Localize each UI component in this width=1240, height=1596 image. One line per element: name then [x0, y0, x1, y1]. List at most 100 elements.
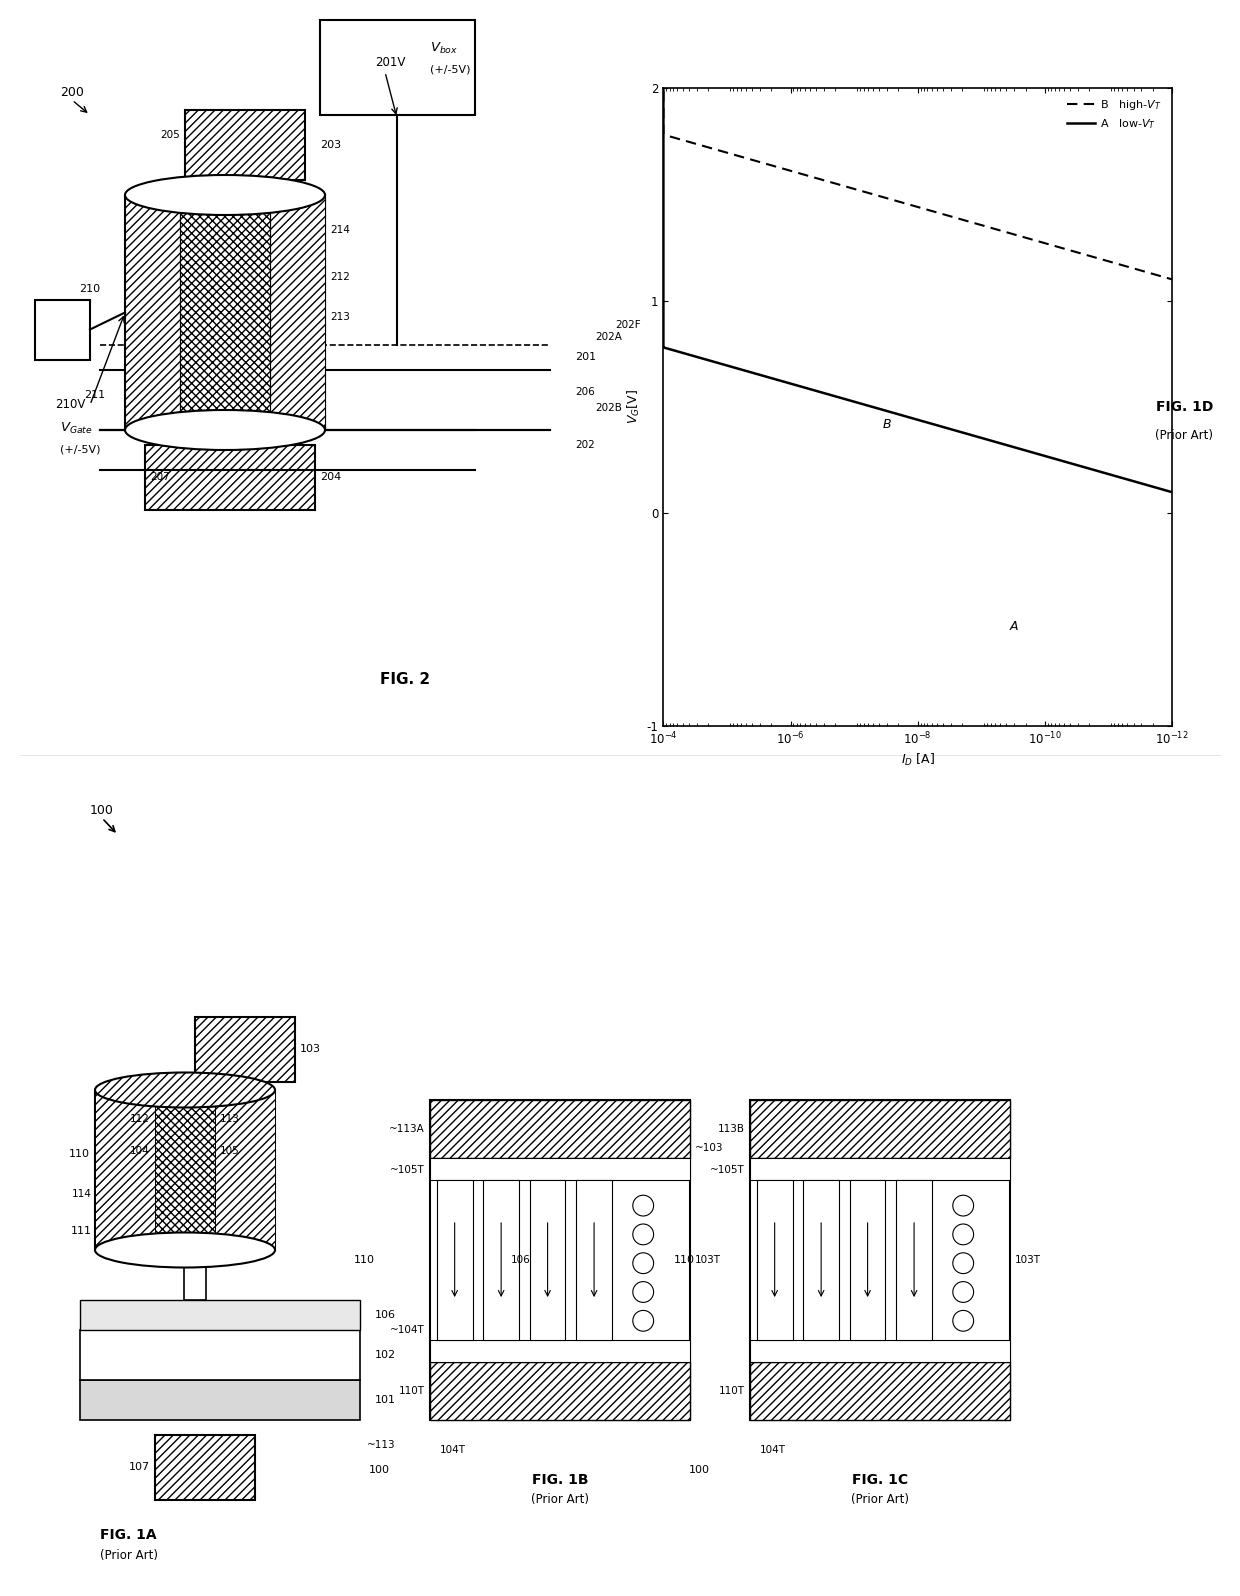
A   low-$V_T$	[656, 214, 671, 233]
Bar	[430, 1100, 689, 1157]
Text: 102: 102	[374, 1350, 396, 1360]
Text: 203: 203	[320, 140, 341, 150]
Text: 110T: 110T	[719, 1387, 745, 1396]
Bar	[155, 1435, 255, 1500]
Bar	[430, 1363, 689, 1420]
Text: 202B: 202B	[595, 404, 622, 413]
Text: 113: 113	[219, 1114, 239, 1124]
Bar	[81, 1329, 360, 1381]
Text: FIG. 1A: FIG. 1A	[100, 1527, 156, 1542]
A   low-$V_T$	[656, 78, 671, 97]
Bar	[125, 195, 180, 429]
Bar	[180, 195, 270, 429]
Bar	[484, 1179, 520, 1341]
Circle shape	[632, 1224, 653, 1245]
Text: 103T: 103T	[694, 1254, 720, 1266]
Circle shape	[952, 1253, 973, 1274]
Text: 201V: 201V	[374, 56, 405, 69]
Text: 110: 110	[69, 1149, 91, 1159]
Bar	[35, 300, 91, 359]
Line: A   low-$V_T$: A low-$V_T$	[663, 88, 1240, 726]
Text: 213: 213	[330, 313, 350, 322]
Ellipse shape	[125, 176, 325, 215]
Text: 210V: 210V	[55, 399, 86, 412]
Bar	[320, 21, 475, 115]
A   low-$V_T$	[656, 97, 671, 117]
A   low-$V_T$	[956, 423, 971, 442]
Text: (+/-5V): (+/-5V)	[430, 65, 470, 75]
Y-axis label: $V_G$[V]: $V_G$[V]	[626, 389, 642, 425]
Text: 104: 104	[130, 1146, 150, 1156]
Bar	[750, 1157, 1011, 1179]
Text: 200: 200	[60, 86, 84, 99]
Text: 212: 212	[330, 273, 350, 282]
B   high-$V_T$	[656, 97, 671, 117]
Circle shape	[632, 1310, 653, 1331]
Line: B   high-$V_T$: B high-$V_T$	[663, 88, 1240, 726]
A   low-$V_T$	[656, 97, 671, 117]
B   high-$V_T$	[968, 214, 983, 233]
Bar	[215, 1090, 275, 1250]
Bar	[436, 1179, 472, 1341]
Bar	[529, 1179, 565, 1341]
Text: B: B	[883, 418, 892, 431]
Bar	[750, 1363, 1011, 1420]
Text: $V_{Gate}$: $V_{Gate}$	[60, 420, 93, 436]
Text: 100: 100	[370, 1465, 391, 1475]
Text: (Prior Art): (Prior Art)	[100, 1548, 157, 1561]
Text: 110: 110	[675, 1254, 694, 1266]
Text: 113B: 113B	[718, 1124, 745, 1133]
Text: 103T: 103T	[1016, 1254, 1042, 1266]
Bar	[195, 1017, 295, 1082]
Text: 106: 106	[374, 1310, 396, 1320]
Text: 210: 210	[79, 284, 100, 294]
Text: 201: 201	[575, 353, 596, 362]
Text: 107: 107	[129, 1462, 150, 1473]
Text: (Prior Art): (Prior Art)	[851, 1494, 909, 1507]
Bar	[804, 1179, 839, 1341]
Bar	[185, 110, 305, 180]
Text: (Prior Art): (Prior Art)	[531, 1494, 589, 1507]
Text: 104T: 104T	[760, 1444, 786, 1456]
Text: (Prior Art): (Prior Art)	[1156, 429, 1213, 442]
Circle shape	[632, 1195, 653, 1216]
Text: 204: 204	[320, 472, 341, 482]
Bar	[849, 1179, 885, 1341]
Text: 105: 105	[219, 1146, 239, 1156]
Text: $V_{box}$: $V_{box}$	[430, 40, 458, 56]
Text: ~113A: ~113A	[389, 1124, 425, 1133]
Bar	[897, 1179, 932, 1341]
Text: 106: 106	[511, 1254, 531, 1266]
Circle shape	[632, 1253, 653, 1274]
Text: 111: 111	[71, 1226, 92, 1235]
Text: 100: 100	[689, 1465, 711, 1475]
Bar	[184, 1250, 206, 1301]
Bar	[95, 1090, 275, 1250]
Text: 110: 110	[353, 1254, 374, 1266]
A   low-$V_T$	[897, 407, 911, 426]
Text: FIG. 1C: FIG. 1C	[852, 1473, 908, 1487]
Text: A: A	[1011, 621, 1018, 634]
Text: 211: 211	[84, 389, 105, 399]
Bar	[430, 1100, 689, 1420]
Text: 202F: 202F	[615, 321, 641, 330]
Bar	[577, 1179, 613, 1341]
Text: ~104T: ~104T	[391, 1325, 425, 1336]
Bar	[81, 1301, 360, 1329]
Bar	[750, 1100, 1011, 1420]
Text: 101: 101	[374, 1395, 396, 1404]
Circle shape	[632, 1282, 653, 1302]
Text: ~113: ~113	[366, 1440, 396, 1451]
Text: ~105T: ~105T	[391, 1165, 425, 1175]
Text: 110T: 110T	[399, 1387, 425, 1396]
Bar	[270, 195, 325, 429]
Circle shape	[952, 1310, 973, 1331]
Text: 206: 206	[575, 386, 595, 397]
Text: 205: 205	[160, 129, 180, 140]
Text: 103: 103	[300, 1044, 321, 1055]
Bar	[430, 1341, 689, 1363]
Bar	[430, 1157, 689, 1179]
Ellipse shape	[125, 410, 325, 450]
Bar	[95, 1090, 155, 1250]
Bar	[750, 1100, 1011, 1157]
